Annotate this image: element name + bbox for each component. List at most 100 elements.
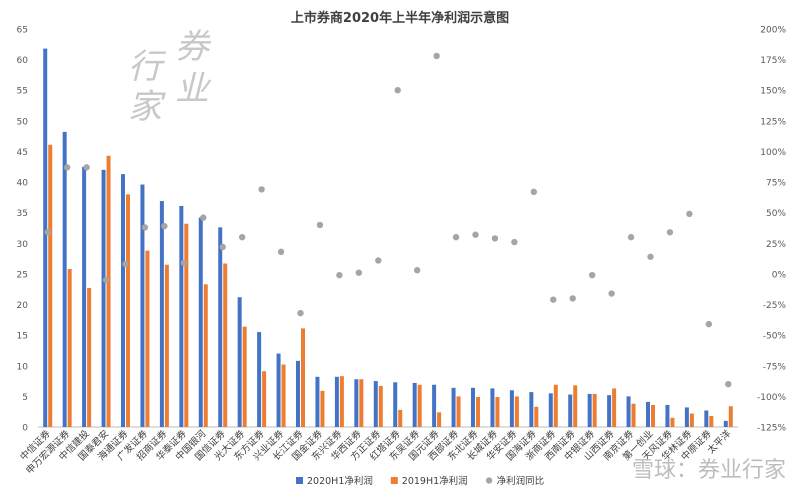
yoy-point	[472, 231, 479, 238]
bar-2019h1	[398, 409, 403, 427]
bar-2019h1	[301, 328, 305, 427]
bar-2020h1	[354, 379, 359, 427]
watermark-char-2: 券	[175, 27, 209, 67]
bar-2019h1	[670, 417, 675, 427]
legend-marker	[485, 477, 493, 484]
legend-label: 2019H1净利润	[402, 475, 468, 487]
yoy-point	[258, 186, 265, 193]
yoy-point	[277, 248, 285, 256]
bar-2019h1	[689, 413, 694, 427]
bar-2020h1	[723, 420, 728, 427]
bar-2019h1	[709, 415, 714, 427]
bar-2019h1	[126, 194, 130, 427]
bar-2020h1	[451, 387, 456, 427]
bar-2020h1	[471, 387, 475, 427]
bar-2019h1	[67, 269, 72, 427]
yoy-point	[394, 87, 401, 94]
y-left-tick-label: 55	[17, 87, 28, 97]
yoy-point	[102, 276, 110, 284]
bar-2019h1	[203, 284, 208, 427]
y-right-tick-label: 50%	[766, 209, 786, 219]
yoy-point	[200, 214, 207, 221]
y-left-tick-label: 15	[17, 332, 28, 342]
bar-2020h1	[296, 360, 300, 427]
yoy-point	[433, 52, 440, 60]
bar-2019h1	[631, 403, 636, 427]
bar-2019h1	[164, 264, 169, 427]
yoy-point	[666, 229, 674, 236]
bar-2020h1	[334, 376, 339, 427]
yoy-point	[491, 235, 499, 242]
yoy-point	[588, 271, 596, 279]
yoy-point	[375, 257, 382, 264]
bar-2020h1	[646, 401, 650, 427]
bar-2019h1	[48, 144, 53, 428]
bar-2019h1	[339, 376, 344, 427]
y-left-tick-label: 30	[17, 240, 29, 250]
bar-2020h1	[548, 393, 553, 427]
bar-2020h1	[568, 394, 573, 427]
yoy-point	[413, 267, 421, 274]
yoy-point	[355, 269, 363, 276]
y-left-tick-label: 25	[17, 270, 28, 280]
yoy-point	[686, 210, 693, 218]
watermark-char-4: 业	[175, 69, 209, 109]
bar-2020h1	[393, 382, 398, 427]
bar-2020h1	[684, 407, 689, 427]
yoy-point	[725, 380, 732, 388]
bar-2020h1	[140, 184, 145, 427]
bar-2019h1	[145, 250, 150, 427]
bar-2019h1	[281, 364, 286, 427]
y-right-tick-label: 125%	[760, 117, 786, 127]
legend-swatch	[296, 477, 303, 484]
y-left-tick-label: 20	[17, 301, 29, 311]
bar-2020h1	[315, 376, 320, 427]
y-left-tick-label: 35	[17, 209, 28, 219]
y-right-tick-label: 75%	[766, 179, 786, 189]
points	[44, 52, 732, 388]
y-right-tick-label: 175%	[760, 56, 786, 66]
y-right-tick-label: 100%	[760, 148, 786, 158]
y-left-tick-label: 10	[17, 362, 29, 372]
bar-2020h1	[43, 48, 48, 428]
y-right-tick-label: -75%	[763, 362, 787, 372]
yoy-point	[530, 188, 538, 196]
yoy-point	[238, 233, 246, 241]
yoy-point	[608, 290, 615, 297]
bar-2019h1	[592, 393, 597, 427]
bar-2019h1	[320, 390, 325, 427]
bar-2019h1	[573, 385, 578, 427]
yoy-point	[141, 224, 149, 231]
bar-2020h1	[237, 297, 242, 427]
bar-2020h1	[179, 205, 184, 427]
yoy-point	[511, 238, 518, 246]
y-right-tick-label: -125%	[757, 424, 786, 434]
bar-2020h1	[198, 217, 203, 427]
y-right-tick-label: -25%	[763, 301, 787, 311]
bar-2019h1	[106, 155, 111, 428]
bar-2019h1	[651, 404, 655, 427]
yoy-point	[705, 320, 713, 328]
yoy-point	[452, 233, 460, 241]
yoy-point	[336, 271, 343, 279]
yoy-point	[550, 296, 557, 303]
yoy-point	[297, 309, 304, 317]
yoy-point	[627, 233, 635, 241]
y-left-tick-label: 45	[17, 148, 28, 158]
bar-2019h1	[456, 396, 461, 427]
bar-2020h1	[412, 382, 417, 427]
x-labels: 中信证券申万宏源证券中信建投国泰君安海通证券广发证券招商证券华泰证券中国银河国信…	[17, 427, 733, 476]
y-right-tick-label: -100%	[757, 393, 786, 403]
y-left-tick-label: 5	[22, 393, 28, 403]
bar-2020h1	[587, 393, 592, 427]
bar-2020h1	[159, 201, 164, 427]
bar-2020h1	[490, 388, 495, 427]
y-right-tick-label: 200%	[760, 26, 786, 36]
bar-2019h1	[242, 326, 247, 427]
bar-2020h1	[704, 410, 709, 427]
watermark-char-3: 家	[128, 87, 162, 127]
bar-2019h1	[514, 396, 519, 427]
bar-2019h1	[437, 412, 442, 427]
legend-label: 净利润同比	[497, 475, 545, 487]
chart-title: 上市券商2020年上半年净利润示意图	[291, 10, 509, 26]
